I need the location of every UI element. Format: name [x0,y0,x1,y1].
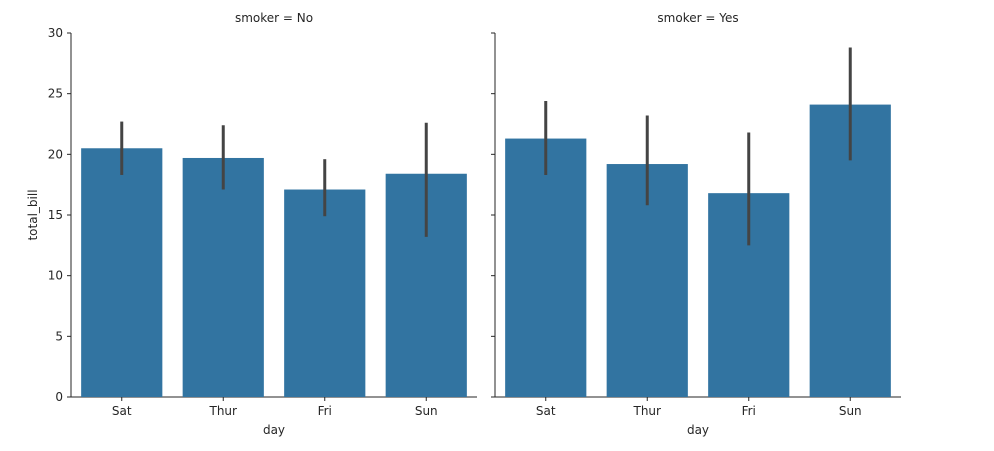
y-tick-label: 15 [48,208,63,222]
x-tick-label: Sun [415,404,438,418]
y-tick-label: 30 [48,26,63,40]
y-axis-label: total_bill [26,189,40,240]
x-tick-label: Fri [318,404,332,418]
y-tick-label: 0 [55,390,63,404]
x-axis-label: day [263,423,285,437]
y-tick-label: 10 [48,269,63,283]
panel-title: smoker = No [235,11,313,25]
x-tick-label: Sat [536,404,556,418]
bar [505,138,587,397]
x-tick-label: Thur [209,404,238,418]
panel-title: smoker = Yes [657,11,738,25]
x-tick-label: Thur [633,404,662,418]
y-tick-label: 5 [55,329,63,343]
x-tick-label: Sat [112,404,132,418]
bar [284,189,366,397]
x-tick-label: Sun [839,404,862,418]
bar [81,148,163,397]
x-tick-label: Fri [742,404,756,418]
bar [182,157,264,397]
y-tick-label: 20 [48,147,63,161]
x-axis-label: day [687,423,709,437]
y-tick-label: 25 [48,87,63,101]
